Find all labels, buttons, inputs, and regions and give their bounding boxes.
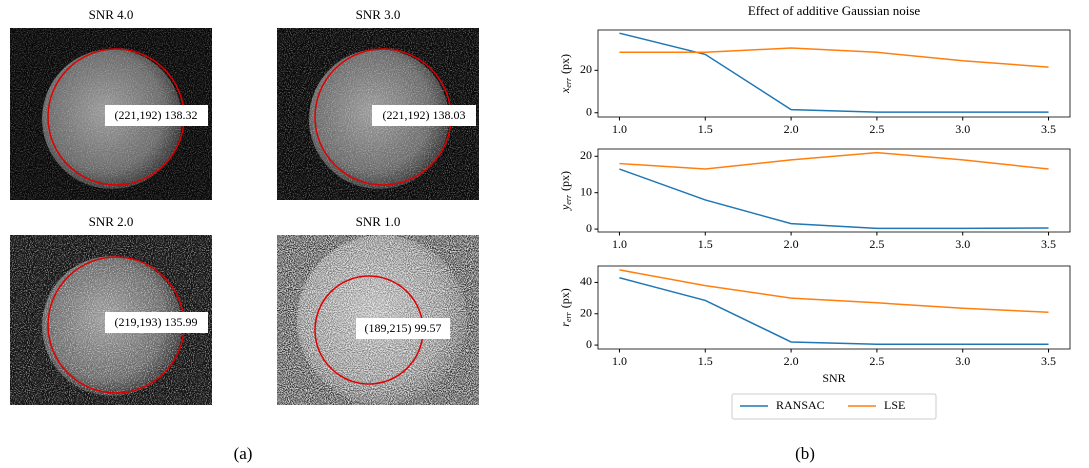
- x-tick-label: 3.5: [1041, 122, 1056, 136]
- y-axis-label: xerr (px): [558, 54, 573, 94]
- y-label-unit: (px): [558, 288, 572, 308]
- series-line: [619, 168, 1049, 230]
- image-panel: SNR 2.0 (219,193) 135.99: [10, 214, 212, 405]
- x-tick-label: 2.5: [869, 237, 884, 251]
- label-box: [356, 318, 450, 339]
- x-tick-label: 3.0: [955, 354, 970, 368]
- y-tick-label: 0: [586, 337, 592, 351]
- x-tick-label: 3.5: [1041, 237, 1056, 251]
- legend-label: LSE: [884, 398, 905, 412]
- y-axis-label: rerr (px): [558, 288, 573, 326]
- x-tick-label: 1.0: [612, 237, 627, 251]
- y-label-unit: (px): [558, 171, 572, 191]
- series-line: [619, 269, 1049, 313]
- y-tick-label: 20: [580, 62, 592, 76]
- x-tick-label: 1.5: [698, 122, 713, 136]
- x-tick-label: 3.0: [955, 237, 970, 251]
- y-tick-label: 40: [580, 274, 592, 288]
- x-tick-label: 1.0: [612, 122, 627, 136]
- y-label-unit: (px): [558, 54, 572, 74]
- series-line: [619, 151, 1049, 170]
- y-label-subscript: err: [564, 77, 573, 88]
- label-box: [105, 105, 208, 126]
- y-tick-label: 0: [586, 105, 592, 119]
- image-title: SNR 4.0: [89, 7, 134, 22]
- y-axis-label: yerr (px): [558, 171, 573, 211]
- image-panel: SNR 3.0 (221,192) 138.03: [277, 7, 479, 200]
- series-line: [619, 277, 1049, 346]
- plot-frame: [597, 148, 1071, 233]
- image-panel: SNR 1.0 (189,215) 99.57: [277, 214, 479, 405]
- circle-label: (219,193) 135.99: [115, 315, 198, 329]
- x-axis-label: SNR: [822, 371, 845, 385]
- y-label-symbol: y: [558, 204, 572, 211]
- plot-frame: [597, 265, 1071, 350]
- x-tick-label: 3.5: [1041, 354, 1056, 368]
- image-panel: SNR 4.0 (221,192) 138.32: [10, 7, 212, 200]
- y-tick-label: 20: [580, 148, 592, 162]
- x-tick-label: 2.5: [869, 354, 884, 368]
- x-tick-label: 2.0: [784, 354, 799, 368]
- panel-caption: (a): [234, 444, 253, 463]
- circle-label: (189,215) 99.57: [365, 321, 442, 335]
- x-tick-label: 3.0: [955, 122, 970, 136]
- legend-box: [731, 393, 937, 420]
- chart-title: Effect of additive Gaussian noise: [748, 3, 921, 18]
- series-line: [619, 47, 1049, 68]
- y-tick-label: 20: [580, 306, 592, 320]
- legend-label: RANSAC: [776, 398, 825, 412]
- label-box: [372, 105, 476, 126]
- y-label-subscript: err: [564, 311, 573, 322]
- series-line: [619, 32, 1049, 113]
- y-tick-label: 0: [586, 221, 592, 235]
- y-label-symbol: x: [558, 87, 572, 94]
- image-title: SNR 1.0: [356, 214, 401, 229]
- plot-frame: [597, 29, 1071, 118]
- x-tick-label: 2.0: [784, 237, 799, 251]
- x-tick-label: 2.5: [869, 122, 884, 136]
- panel-caption: (b): [795, 444, 815, 463]
- image-title: SNR 3.0: [356, 7, 401, 22]
- x-tick-label: 2.0: [784, 122, 799, 136]
- circle-label: (221,192) 138.32: [115, 108, 198, 122]
- x-tick-label: 1.5: [698, 354, 713, 368]
- y-label-symbol: r: [558, 322, 572, 327]
- image-title: SNR 2.0: [89, 214, 134, 229]
- y-label-subscript: err: [564, 194, 573, 205]
- label-box: [105, 312, 208, 333]
- x-tick-label: 1.5: [698, 237, 713, 251]
- y-tick-label: 10: [580, 184, 592, 198]
- x-tick-label: 1.0: [612, 354, 627, 368]
- circle-label: (221,192) 138.03: [383, 108, 466, 122]
